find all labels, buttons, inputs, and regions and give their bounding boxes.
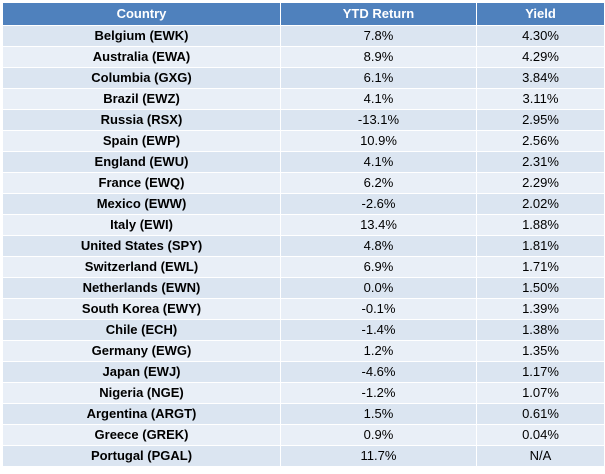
table-row: United States (SPY) 4.8% 1.81% [2, 235, 605, 257]
table-row: Germany (EWG) 1.2% 1.35% [2, 340, 605, 362]
table-row: Netherlands (EWN) 0.0% 1.50% [2, 277, 605, 299]
cell-country: United States (SPY) [2, 235, 281, 257]
header-country: Country [2, 3, 281, 26]
cell-yield: 1.50% [476, 277, 605, 299]
cell-ytd-return: 4.1% [280, 88, 477, 110]
table-row: Australia (EWA) 8.9% 4.29% [2, 46, 605, 68]
cell-country: Spain (EWP) [2, 130, 281, 152]
cell-yield: 1.35% [476, 340, 605, 362]
table-row: Nigeria (NGE) -1.2% 1.07% [2, 382, 605, 404]
cell-yield: 2.56% [476, 130, 605, 152]
cell-country: Greece (GREK) [2, 424, 281, 446]
cell-yield: 1.71% [476, 256, 605, 278]
cell-ytd-return: -1.2% [280, 382, 477, 404]
etf-return-yield-table-container: Country YTD Return Yield Belgium (EWK) 7.… [2, 3, 605, 467]
cell-yield: 2.02% [476, 193, 605, 215]
cell-country: Chile (ECH) [2, 319, 281, 341]
cell-ytd-return: 7.8% [280, 25, 477, 47]
table-row: Switzerland (EWL) 6.9% 1.71% [2, 256, 605, 278]
cell-country: Japan (EWJ) [2, 361, 281, 383]
header-yield: Yield [476, 3, 605, 26]
cell-ytd-return: 11.7% [280, 445, 477, 467]
cell-yield: 2.31% [476, 151, 605, 173]
table-row: Portugal (PGAL) 11.7% N/A [2, 445, 605, 467]
cell-yield: 4.30% [476, 25, 605, 47]
cell-ytd-return: -2.6% [280, 193, 477, 215]
table-header: Country YTD Return Yield [2, 3, 605, 26]
cell-yield: 3.84% [476, 67, 605, 89]
table-row: Greece (GREK) 0.9% 0.04% [2, 424, 605, 446]
cell-country: Russia (RSX) [2, 109, 281, 131]
cell-country: Netherlands (EWN) [2, 277, 281, 299]
cell-country: South Korea (EWY) [2, 298, 281, 320]
table-row: Belgium (EWK) 7.8% 4.30% [2, 25, 605, 47]
cell-country: Columbia (GXG) [2, 67, 281, 89]
cell-ytd-return: 10.9% [280, 130, 477, 152]
cell-ytd-return: 6.9% [280, 256, 477, 278]
cell-country: Australia (EWA) [2, 46, 281, 68]
table-row: Spain (EWP) 10.9% 2.56% [2, 130, 605, 152]
table-row: Russia (RSX) -13.1% 2.95% [2, 109, 605, 131]
cell-yield: 1.17% [476, 361, 605, 383]
header-row: Country YTD Return Yield [2, 3, 605, 26]
cell-ytd-return: -0.1% [280, 298, 477, 320]
cell-country: Argentina (ARGT) [2, 403, 281, 425]
cell-country: France (EWQ) [2, 172, 281, 194]
cell-country: Brazil (EWZ) [2, 88, 281, 110]
table-body: Belgium (EWK) 7.8% 4.30% Australia (EWA) 8.9… [2, 25, 605, 467]
cell-yield: 1.07% [476, 382, 605, 404]
cell-country: Portugal (PGAL) [2, 445, 281, 467]
cell-country: Mexico (EWW) [2, 193, 281, 215]
table-row: Argentina (ARGT) 1.5% 0.61% [2, 403, 605, 425]
cell-yield: 2.95% [476, 109, 605, 131]
table-row: South Korea (EWY) -0.1% 1.39% [2, 298, 605, 320]
cell-ytd-return: 13.4% [280, 214, 477, 236]
cell-ytd-return: -1.4% [280, 319, 477, 341]
cell-yield: 0.04% [476, 424, 605, 446]
table-row: Chile (ECH) -1.4% 1.38% [2, 319, 605, 341]
cell-yield: 1.81% [476, 235, 605, 257]
cell-country: Belgium (EWK) [2, 25, 281, 47]
cell-ytd-return: 1.2% [280, 340, 477, 362]
cell-ytd-return: 0.9% [280, 424, 477, 446]
cell-ytd-return: 1.5% [280, 403, 477, 425]
cell-country: Nigeria (NGE) [2, 382, 281, 404]
table-row: Mexico (EWW) -2.6% 2.02% [2, 193, 605, 215]
header-ytd-return: YTD Return [280, 3, 477, 26]
cell-ytd-return: 8.9% [280, 46, 477, 68]
cell-country: Germany (EWG) [2, 340, 281, 362]
table-row: Italy (EWI) 13.4% 1.88% [2, 214, 605, 236]
cell-ytd-return: -4.6% [280, 361, 477, 383]
etf-return-yield-table: Country YTD Return Yield Belgium (EWK) 7.… [2, 3, 605, 467]
cell-yield: 1.39% [476, 298, 605, 320]
cell-ytd-return: 4.8% [280, 235, 477, 257]
cell-ytd-return: 6.1% [280, 67, 477, 89]
cell-ytd-return: 6.2% [280, 172, 477, 194]
cell-yield: 0.61% [476, 403, 605, 425]
cell-yield: 1.38% [476, 319, 605, 341]
cell-country: Italy (EWI) [2, 214, 281, 236]
table-row: Japan (EWJ) -4.6% 1.17% [2, 361, 605, 383]
cell-yield: 4.29% [476, 46, 605, 68]
table-row: England (EWU) 4.1% 2.31% [2, 151, 605, 173]
cell-ytd-return: 0.0% [280, 277, 477, 299]
cell-country: England (EWU) [2, 151, 281, 173]
cell-country: Switzerland (EWL) [2, 256, 281, 278]
table-row: France (EWQ) 6.2% 2.29% [2, 172, 605, 194]
table-row: Brazil (EWZ) 4.1% 3.11% [2, 88, 605, 110]
cell-yield: 2.29% [476, 172, 605, 194]
cell-yield: 3.11% [476, 88, 605, 110]
cell-ytd-return: -13.1% [280, 109, 477, 131]
cell-yield: N/A [476, 445, 605, 467]
cell-yield: 1.88% [476, 214, 605, 236]
table-row: Columbia (GXG) 6.1% 3.84% [2, 67, 605, 89]
cell-ytd-return: 4.1% [280, 151, 477, 173]
